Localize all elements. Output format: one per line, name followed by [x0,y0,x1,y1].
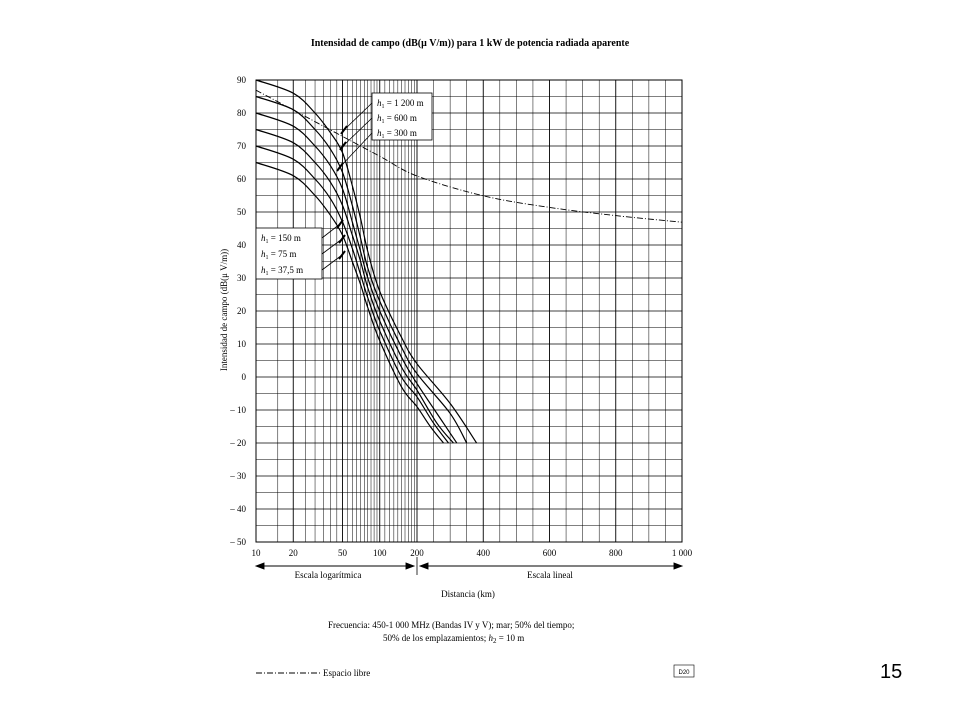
y-tick-labels: 90 80 70 60 50 40 30 20 10 0 – 10 – 20 – 30 – 40 – 50 [229,75,246,547]
figure-code: D20 [678,670,690,676]
h1-label: h1 = 37,5 m [261,265,303,277]
y-tick-label: 0 [242,372,247,382]
linear-scale-label: Escala lineal [527,570,573,580]
h1-label: h1 = 75 m [261,249,296,261]
h1-label: h1 = 1 200 m [377,98,424,110]
h1-label: h1 = 300 m [377,128,417,140]
y-tick-label: – 20 [229,438,246,448]
y-tick-label: 10 [237,339,247,349]
label-pointers [321,102,373,271]
y-tick-label: 90 [237,75,247,85]
h1-labels-lower: h1 = 150 m h1 = 75 m h1 = 37,5 m [255,227,323,280]
legend-free-space-label: Espacio libre [323,668,370,678]
y-tick-label: 70 [237,141,247,151]
footnote-line-1: Frecuencia: 450-1 000 MHz (Bandas IV y V… [328,620,574,630]
chart-title: Intensidad de campo (dB(μ V/m)) para 1 k… [311,38,630,49]
legend: Espacio libre [256,668,370,678]
series-line-3 [255,128,454,444]
label-pointer [321,223,341,239]
series-line-2 [255,112,458,444]
y-tick-label: – 30 [229,471,246,481]
pointer-mark [336,219,344,229]
pointer-mark [338,250,346,260]
y-tick-label: – 40 [229,504,246,514]
h1-labels-upper: h1 = 1 200 m h1 = 600 m h1 = 300 m [371,92,433,141]
y-tick-label: – 50 [229,537,246,547]
x-tick-label: 1 000 [672,548,693,558]
x-tick-label: 800 [609,548,623,558]
x-tick-label: 10 [252,548,262,558]
y-tick-label: – 10 [229,405,246,415]
x-tick-label: 400 [477,548,491,558]
page-number: 15 [880,661,903,683]
y-tick-label: 60 [237,174,247,184]
series-line-5 [255,161,444,444]
y-tick-label: 40 [237,240,247,250]
h1-label: h1 = 600 m [377,113,417,125]
series-line-0 [255,79,478,444]
grid [255,79,683,543]
pointer-mark [340,125,348,135]
figure-code-box: D20 [673,664,695,678]
pointer-mark [336,162,344,172]
free-space-line [255,89,683,223]
y-tick-label: 30 [237,273,247,283]
label-pointer [321,254,343,271]
y-tick-label: 50 [237,207,247,217]
label-pointer [321,238,343,255]
x-tick-label: 600 [543,548,557,558]
scale-arrows [254,557,684,575]
y-tick-label: 80 [237,108,247,118]
y-axis-label: Intensidad de campo (dB(μ V/m)) [219,249,229,371]
x-tick-label: 20 [289,548,299,558]
log-scale-label: Escala logarítmica [295,570,362,580]
series-line-4 [255,145,449,444]
x-tick-label: 200 [410,548,424,558]
label-pointer [342,117,373,147]
label-pointer [339,132,373,168]
series-line-1 [255,95,468,444]
y-tick-label: 20 [237,306,247,316]
footnote-line-2: 50% de los emplazamientos; h2 = 10 m [383,633,524,645]
series-lines [255,79,478,444]
x-tick-labels: 10 20 50 100 200 400 600 800 1 000 [252,548,693,558]
pointer-mark [339,141,347,151]
h1-label: h1 = 150 m [261,233,301,245]
pointer-mark [338,234,346,244]
x-tick-label: 50 [338,548,348,558]
x-tick-label: 100 [373,548,387,558]
label-pointer [343,102,373,131]
x-axis-label: Distancia (km) [441,589,495,599]
